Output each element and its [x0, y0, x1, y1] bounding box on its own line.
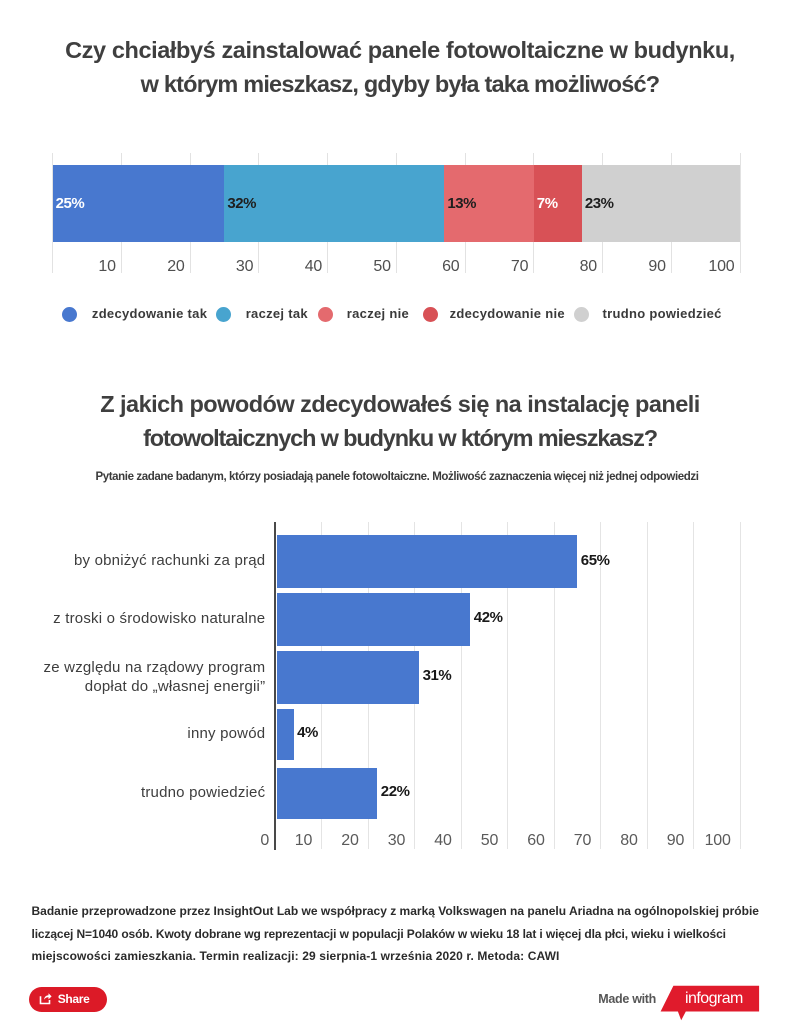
svg-text:infogram: infogram: [685, 990, 743, 1007]
